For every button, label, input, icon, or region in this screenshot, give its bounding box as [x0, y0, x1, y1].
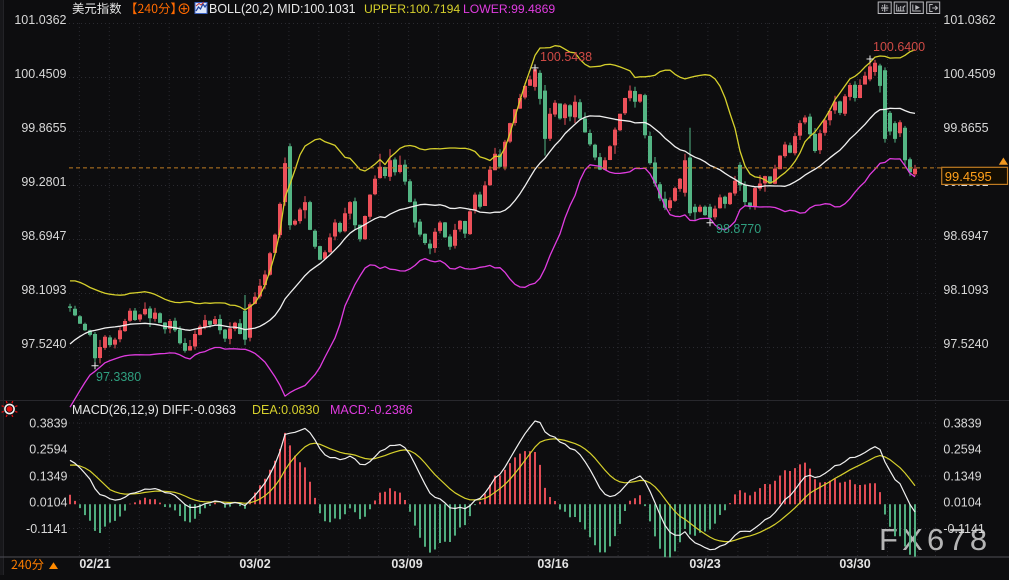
svg-text:101.0362: 101.0362 — [14, 13, 66, 27]
svg-text:99.4595: 99.4595 — [945, 169, 992, 184]
svg-text:99.8655: 99.8655 — [943, 121, 988, 135]
svg-text:98.1093: 98.1093 — [943, 283, 988, 297]
svg-text:99.8655: 99.8655 — [21, 121, 66, 135]
svg-text:MACD(26,12,9) DIFF:-0.0363: MACD(26,12,9) DIFF:-0.0363 — [72, 403, 236, 417]
svg-text:03/09: 03/09 — [391, 557, 422, 571]
svg-text:0.1349: 0.1349 — [29, 469, 67, 483]
svg-text:03/02: 03/02 — [239, 557, 270, 571]
svg-text:97.5240: 97.5240 — [943, 337, 988, 351]
svg-text:BOLL(20,2) MID:100.1031: BOLL(20,2) MID:100.1031 — [209, 2, 356, 16]
svg-text:03/16: 03/16 — [537, 557, 568, 571]
svg-text:02/21: 02/21 — [79, 557, 110, 571]
svg-text:0.0104: 0.0104 — [943, 495, 981, 509]
svg-text:0.2594: 0.2594 — [943, 443, 981, 457]
svg-text:MACD:-0.2386: MACD:-0.2386 — [330, 403, 413, 417]
svg-text:98.8770: 98.8770 — [716, 222, 761, 236]
svg-text:03/30: 03/30 — [839, 557, 870, 571]
svg-text:97.3380: 97.3380 — [96, 370, 141, 384]
svg-text:FX678: FX678 — [879, 522, 991, 557]
svg-text:UPPER:100.7194: UPPER:100.7194 — [364, 2, 460, 16]
svg-text:98.1093: 98.1093 — [21, 283, 66, 297]
svg-text:DEA:0.0830: DEA:0.0830 — [252, 403, 319, 417]
svg-text:100.4509: 100.4509 — [14, 67, 66, 81]
svg-text:100.4509: 100.4509 — [943, 67, 995, 81]
svg-text:97.5240: 97.5240 — [21, 337, 66, 351]
svg-text:0.0104: 0.0104 — [29, 495, 67, 509]
svg-text:98.6947: 98.6947 — [943, 229, 988, 243]
svg-text:LOWER:99.4869: LOWER:99.4869 — [463, 2, 555, 16]
svg-text:100.6400: 100.6400 — [873, 40, 925, 54]
svg-text:0.3839: 0.3839 — [29, 416, 67, 430]
svg-text:-0.1141: -0.1141 — [943, 522, 985, 536]
svg-text:-0.1141: -0.1141 — [26, 522, 68, 536]
svg-text:0.1349: 0.1349 — [943, 469, 981, 483]
svg-text:99.2801: 99.2801 — [21, 175, 66, 189]
svg-text:03/23: 03/23 — [689, 557, 720, 571]
svg-text:100.5438: 100.5438 — [540, 50, 592, 64]
svg-text:101.0362: 101.0362 — [943, 13, 995, 27]
svg-text:0.3839: 0.3839 — [943, 416, 981, 430]
svg-text:98.6947: 98.6947 — [21, 229, 66, 243]
svg-text:0.2594: 0.2594 — [29, 443, 67, 457]
